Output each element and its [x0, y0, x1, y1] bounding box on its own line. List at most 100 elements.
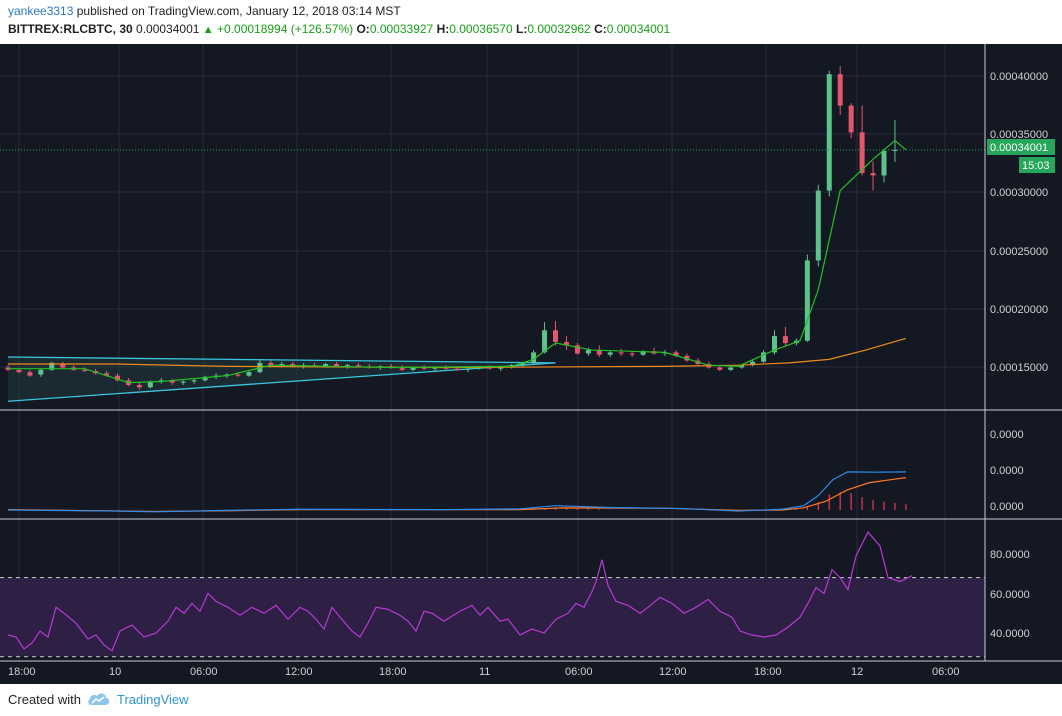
candle-body[interactable]	[859, 132, 865, 174]
triangle-upper-line[interactable]	[7, 356, 556, 364]
author-link[interactable]: yankee3313	[8, 4, 74, 18]
created-with-text: Created with	[8, 692, 81, 707]
candle-body[interactable]	[323, 364, 329, 367]
price-axis[interactable]: 0.00040000 0.00035000 0.00030000 0.00025…	[987, 71, 1055, 374]
macd-line	[7, 471, 906, 513]
candle-body[interactable]	[553, 330, 558, 342]
candle-body[interactable]	[49, 362, 55, 370]
low-label: L:	[515, 22, 528, 36]
candle-body[interactable]	[104, 373, 110, 376]
candle-body[interactable]	[410, 367, 416, 370]
macd-pane[interactable]	[7, 471, 907, 513]
candle-body[interactable]	[640, 351, 646, 355]
candle-body[interactable]	[246, 372, 252, 376]
candle-body[interactable]	[498, 367, 504, 369]
candle-body[interactable]	[268, 362, 274, 366]
macd-axis[interactable]: 0.0000 0.0000 0.0000	[990, 429, 1024, 513]
candle-body[interactable]	[596, 350, 602, 355]
candle-body[interactable]	[848, 105, 854, 133]
price-axis-label: 0.00035000	[990, 129, 1048, 141]
candle-body[interactable]	[180, 381, 186, 383]
candle-body[interactable]	[739, 365, 745, 368]
candle-body[interactable]	[815, 190, 821, 261]
macd-axis-label: 0.0000	[990, 465, 1024, 477]
candle-body[interactable]	[563, 341, 569, 346]
candle-body[interactable]	[476, 367, 482, 369]
triangle-lower-line[interactable]	[7, 362, 556, 402]
candle-body[interactable]	[202, 376, 208, 381]
close-value: 0.00034001	[606, 22, 671, 36]
candle-body[interactable]	[27, 372, 33, 376]
high-value: 0.00036570	[449, 22, 513, 36]
candle-body[interactable]	[618, 352, 624, 354]
published-text: published on TradingView.com, January 12…	[76, 4, 401, 18]
rsi-band	[0, 577, 985, 657]
candle-body[interactable]	[870, 173, 876, 176]
publish-line: yankee3313 published on TradingView.com,…	[8, 4, 401, 18]
candle-body[interactable]	[334, 364, 339, 367]
time-axis-label: 12:00	[285, 666, 313, 678]
candle-body[interactable]	[574, 345, 580, 354]
rsi-pane[interactable]	[0, 530, 985, 658]
candle-body[interactable]	[115, 375, 120, 381]
candle-body[interactable]	[607, 352, 613, 355]
tradingview-cloud-icon[interactable]	[86, 690, 112, 713]
time-axis-label: 18:00	[8, 666, 36, 678]
last-price-tag-text: 0.00034001	[990, 142, 1048, 154]
time-axis-label: 11	[479, 666, 490, 678]
price-axis-label: 0.00030000	[990, 187, 1048, 199]
price-axis-label: 0.00040000	[990, 71, 1048, 83]
candle-body[interactable]	[136, 384, 142, 388]
candle-body[interactable]	[169, 380, 175, 383]
candle-body[interactable]	[520, 362, 526, 366]
candle-body[interactable]	[826, 74, 832, 191]
candle-body[interactable]	[717, 367, 723, 370]
candle-body[interactable]	[421, 367, 427, 369]
candle-body[interactable]	[454, 368, 460, 370]
candle-body[interactable]	[881, 151, 887, 176]
candle-body[interactable]	[432, 367, 438, 369]
candle-body[interactable]	[399, 367, 405, 370]
candle-body[interactable]	[147, 381, 153, 388]
candle-body[interactable]	[728, 367, 734, 370]
candle-body[interactable]	[60, 364, 66, 368]
candle-body[interactable]	[673, 352, 679, 356]
time-axis[interactable]: 18:00 10 06:00 12:00 18:00 11 06:00 12:0…	[8, 666, 960, 678]
rsi-axis[interactable]: 80.0000 60.0000 40.0000	[990, 549, 1030, 640]
tradingview-link[interactable]: TradingView	[117, 692, 189, 707]
high-label: H:	[436, 22, 450, 36]
candle-body[interactable]	[585, 350, 591, 354]
candle-body[interactable]	[761, 352, 767, 362]
candle-body[interactable]	[344, 365, 350, 367]
candle-body[interactable]	[191, 380, 197, 382]
candle-body[interactable]	[750, 361, 756, 366]
price-change: +0.00018994 (+126.57%)	[217, 22, 354, 36]
candle-body[interactable]	[804, 260, 810, 341]
time-axis-label: 10	[109, 666, 121, 678]
candle-body[interactable]	[772, 336, 777, 353]
candle-body[interactable]	[279, 364, 285, 366]
candle-body[interactable]	[782, 336, 788, 344]
candle-body[interactable]	[542, 330, 548, 353]
candle-body[interactable]	[235, 374, 241, 376]
candle-body[interactable]	[82, 369, 88, 371]
last-price: 0.00034001	[136, 22, 200, 36]
candle-body[interactable]	[465, 368, 471, 370]
candle-body[interactable]	[837, 74, 843, 106]
macd-axis-label: 0.0000	[990, 501, 1024, 513]
open-label: O:	[356, 22, 370, 36]
time-axis-label: 18:00	[379, 666, 407, 678]
candle-body[interactable]	[38, 369, 44, 375]
price-pane[interactable]	[0, 66, 985, 402]
chart-frame	[0, 44, 1062, 662]
time-axis-label: 12	[851, 666, 863, 678]
candle-body[interactable]	[629, 353, 635, 355]
time-axis-label: 06:00	[190, 666, 218, 678]
countdown-tag-text: 15:03	[1022, 160, 1050, 172]
candle-body[interactable]	[487, 367, 493, 369]
chart-canvas[interactable]: 0.00040000 0.00035000 0.00030000 0.00025…	[0, 44, 1062, 684]
candle-body[interactable]	[355, 365, 361, 367]
candle-body[interactable]	[531, 352, 537, 363]
candle-body[interactable]	[16, 369, 22, 373]
candle-body[interactable]	[892, 149, 898, 152]
